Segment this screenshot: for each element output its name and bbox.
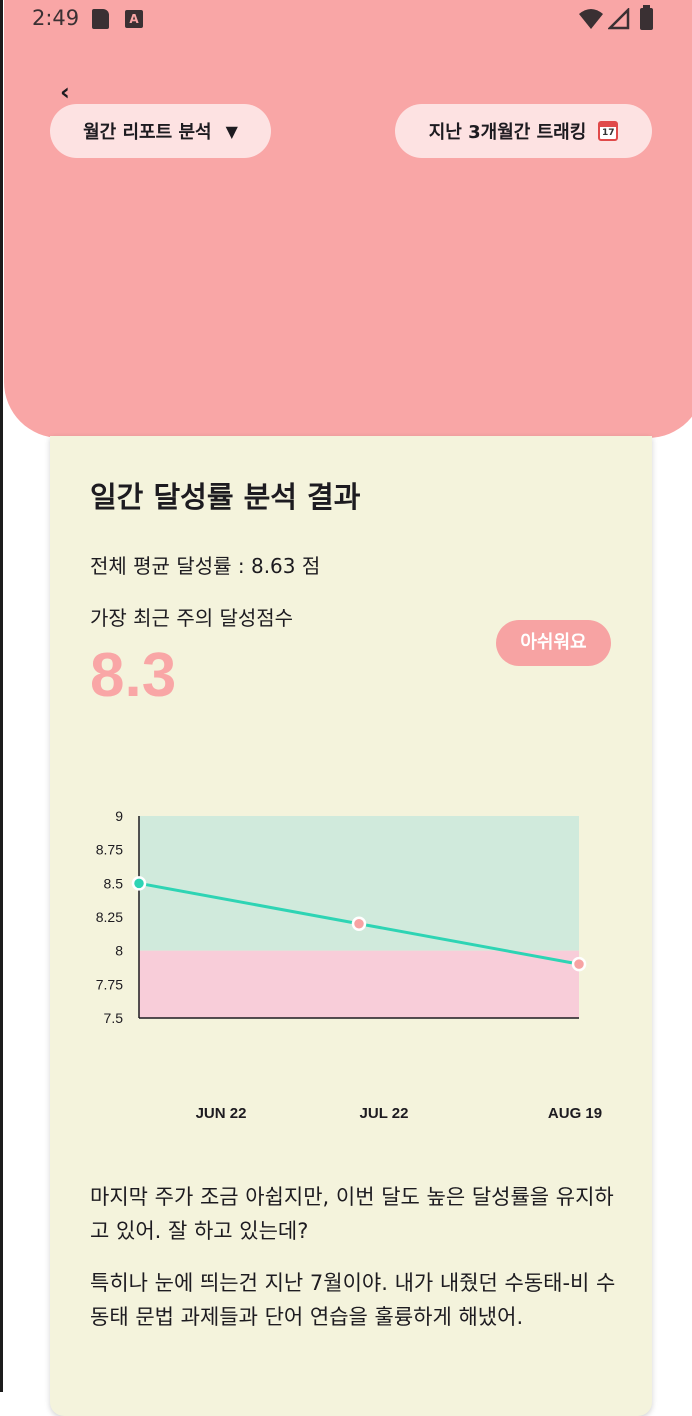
chart-y-tick-label: 8.5	[104, 875, 124, 891]
calendar-icon: 17	[598, 121, 619, 141]
back-button[interactable]: ‹	[60, 78, 84, 106]
status-bar: 2:49 A	[4, 0, 692, 40]
chart-y-tick-label: 9	[115, 808, 123, 824]
feedback-message-2: 특히나 눈에 띄는건 지난 7월이야. 내가 내줬던 수동태-비 수동태 문법 …	[90, 1271, 616, 1329]
chart-y-tick-label: 8.75	[96, 842, 123, 858]
wifi-icon	[579, 9, 603, 29]
chart-y-tick-label: 7.5	[104, 1010, 124, 1026]
chart-x-tick-label: AUG 19	[548, 1105, 602, 1122]
caret-down-icon: ▼	[225, 121, 238, 141]
chevron-left-icon: ‹	[60, 78, 70, 106]
window-edge	[0, 0, 3, 1392]
status-badge: 아쉬워요	[496, 620, 611, 666]
recent-score-value: 8.3	[90, 641, 177, 710]
signal-icon	[608, 8, 630, 30]
tracking-range-button[interactable]: 지난 3개월간 트래킹 17	[395, 104, 652, 158]
chart-data-point	[131, 876, 147, 891]
sd-card-icon	[92, 9, 109, 29]
chart-data-point	[351, 916, 367, 931]
recent-score-label: 가장 최근 주의 달성점수	[90, 606, 294, 630]
chart-y-tick-label: 8	[115, 943, 123, 959]
average-score-text: 전체 평균 달성률 : 8.63 점	[90, 554, 321, 578]
tracking-range-label: 지난 3개월간 트래킹	[428, 122, 587, 143]
battery-icon	[640, 5, 653, 30]
header-background	[4, 0, 692, 438]
analysis-card: 일간 달성률 분석 결과 전체 평균 달성률 : 8.63 점 가장 최근 주의…	[50, 436, 652, 1416]
achievement-line-chart: 9 8.75 8.5 8.25 8 7.75 7.5 JUN 22 JUL 22 AUG 19	[96, 808, 602, 1122]
a-notification-icon: A	[125, 10, 143, 28]
card-title: 일간 달성률 분석 결과	[90, 480, 361, 514]
chart-data-point	[571, 956, 587, 972]
chart-x-tick-label: JUL 22	[360, 1105, 409, 1122]
chart-y-tick-label: 8.25	[96, 909, 123, 925]
chart-y-tick-label: 7.75	[96, 976, 123, 992]
chart-band-1	[139, 950, 579, 1018]
report-type-label: 월간 리포트 분석	[83, 122, 212, 143]
feedback-message-1: 마지막 주가 조금 아쉽지만, 이번 달도 높은 달성률을 유지하고 있어. 잘…	[90, 1185, 614, 1243]
report-type-dropdown[interactable]: 월간 리포트 분석 ▼	[50, 104, 271, 158]
chart-x-tick-label: JUN 22	[196, 1105, 247, 1122]
status-time: 2:49	[32, 6, 80, 30]
